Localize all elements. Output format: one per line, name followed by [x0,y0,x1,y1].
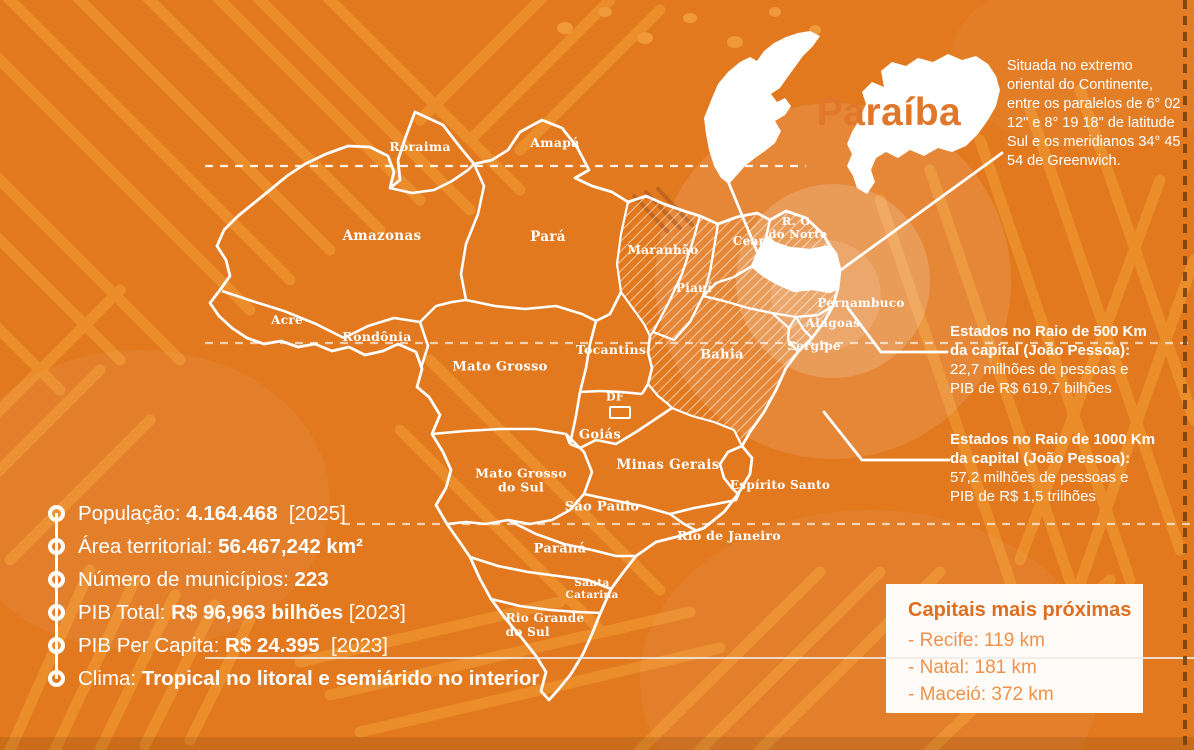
state-borders [221,163,743,615]
state-label-rio-grande-do-sul: Rio Grande do Sul [505,611,585,639]
state-label-piaui: Piauí [675,281,713,296]
state-label-df: DF [606,390,624,404]
state-label-maranhao: Maranhão [627,243,699,258]
state-label-pernambuco: Pernambuco [817,296,905,311]
radius-annotation-500km: Estados no Raio de 500 Km da capital (Jo… [950,322,1165,398]
radius-annotation-500km-body: 22,7 milhões de pessoas e PIB de R$ 619,… [950,361,1129,397]
state-label-minas-gerais: Minas Gerais [616,457,720,474]
state-label-rg-do-norte: R. G. do Norte [768,213,828,241]
state-label-espirito-santo: Espírito Santo [729,478,831,493]
state-label-sergipe: Sergipe [787,339,841,354]
radius-annotation-1000km: Estados no Raio de 1000 Km da capital (J… [950,430,1165,506]
state-label-mato-grosso-do-sul: Mato Grosso do Sul [475,465,567,495]
state-label-alagoas: Alagoas [805,316,861,331]
page-edge-dashed-line [1183,0,1187,750]
state-label-roraima: Roraima [389,138,451,154]
stat-row-area: Área territorial: 56.467,242 km² [48,530,648,563]
nearest-capital-recife: - Recife: 119 km [908,630,1045,651]
background-dots [557,7,821,48]
nearest-capitals-title: Capitais mais próximas [908,599,1132,621]
page-title: Paraíba [816,91,962,134]
stat-row-clima: Clima: Tropical no litoral e semiárido n… [48,662,648,695]
timeline-bullet-icon [48,637,65,654]
df-square [609,406,631,419]
state-label-amazonas: Amazonas [342,228,422,245]
state-label-para: Pará [530,229,566,246]
state-label-acre: Acre [271,313,303,328]
state-label-rondonia: Rondônia [342,328,412,344]
location-note: Situada no extremo oriental do Continent… [1007,58,1181,169]
state-label-parana: Paraná [533,541,587,557]
timeline-bullet-icon [48,670,65,687]
state-label-rio-de-janeiro: Rio de Janeiro [677,527,781,543]
timeline-line [55,513,58,679]
horizontal-divider-line [205,657,1194,659]
state-label-bahia: Bahia [700,347,744,363]
state-label-mato-grosso: Mato Grosso [452,359,548,375]
state-label-goias: Goiás [579,427,621,443]
stat-row-pib-per-capita: PIB Per Capita: R$ 24.395 [2023] [48,629,648,662]
state-label-amapa: Amapá [530,134,580,150]
radius-annotation-1000km-title: Estados no Raio de 1000 Km da capital (J… [950,431,1156,467]
timeline-bullet-icon [48,571,65,588]
connector-map-to-note [836,151,1004,274]
stat-row-municipios: Número de municípios: 223 [48,563,648,596]
state-label-tocantins: Tocantins [575,341,647,357]
stat-row-pib-total: PIB Total: R$ 96,963 bilhões [2023] [48,596,648,629]
connector-500km [846,306,949,354]
state-label-sao-paulo: São Paulo [564,499,640,515]
radius-annotation-500km-title: Estados no Raio de 500 Km da capital (Jo… [950,323,1147,359]
timeline-bullet-icon [48,538,65,555]
connector-1000km [822,410,951,462]
bottom-shade-band [0,737,1194,750]
radius-annotation-1000km-body: 57,2 milhões de pessoas e PIB de R$ 1,5 … [950,469,1129,505]
state-label-ceara: Ceará [732,234,774,249]
state-stats-list: População: 4.164.468 [2025] Área territo… [48,497,648,695]
state-paraiba-highlight [750,233,842,294]
timeline-bullet-icon [48,604,65,621]
state-label-santa-catarina: Santa Catarina [565,576,619,601]
paraiba-silhouette-right [847,54,1000,194]
nearest-capital-maceio: - Maceió: 372 km [908,684,1054,705]
timeline-bullet-icon [48,505,65,522]
nearest-capitals-box: Capitais mais próximas - Recife: 119 km … [886,584,1143,713]
nearest-capital-natal: - Natal: 181 km [908,657,1037,678]
stat-row-populacao: População: 4.164.468 [2025] [48,497,648,530]
paraiba-silhouette-left [704,31,820,184]
state-bahia [646,294,800,448]
